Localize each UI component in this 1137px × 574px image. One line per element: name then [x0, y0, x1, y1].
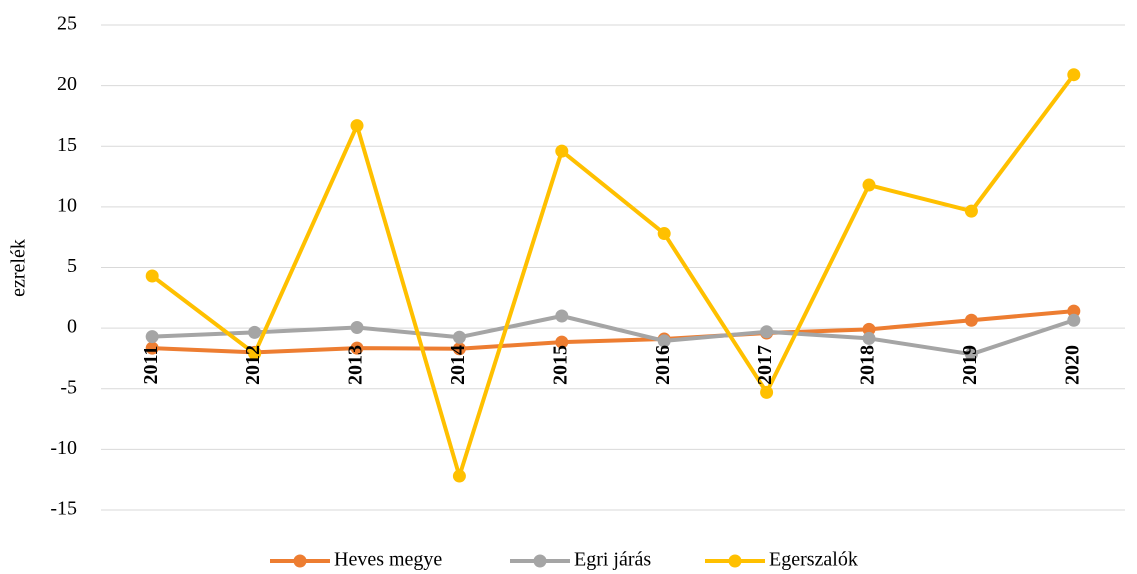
y-axis-title: ezrelék — [8, 239, 30, 297]
point — [555, 309, 569, 323]
point — [350, 341, 364, 355]
point — [862, 322, 876, 336]
point — [964, 347, 978, 361]
point — [1067, 304, 1081, 318]
point — [964, 204, 978, 218]
x-tick-label: 2013 — [345, 345, 367, 385]
x-tick-label: 2014 — [447, 345, 469, 385]
y-tick-label: -10 — [50, 437, 77, 459]
series-line — [152, 314, 1075, 357]
point — [555, 335, 569, 349]
point — [862, 331, 876, 345]
y-tick-label: 10 — [57, 194, 77, 216]
series-line — [152, 309, 1074, 355]
legend-label: Egri járás — [574, 549, 651, 571]
y-tick-label: 5 — [67, 255, 77, 277]
legend-label: Heves megye — [334, 549, 442, 571]
legend-marker — [728, 554, 742, 568]
point — [1067, 313, 1081, 327]
point — [350, 321, 364, 335]
y-tick-label: 0 — [67, 316, 77, 338]
x-tick-label: 2015 — [549, 345, 571, 385]
legend-marker — [293, 554, 307, 568]
point — [145, 341, 159, 355]
x-tick-label: 2020 — [1061, 345, 1083, 385]
x-tick-label: 2016 — [652, 345, 674, 385]
point — [760, 325, 774, 339]
point — [452, 342, 466, 356]
point — [964, 313, 978, 327]
point — [145, 330, 159, 344]
point — [760, 385, 774, 399]
point — [1067, 68, 1081, 82]
legend-marker — [533, 554, 547, 568]
x-tick-label: 2019 — [959, 345, 981, 385]
series-line — [150, 73, 1076, 479]
x-tick-label: 2011 — [140, 346, 162, 385]
point — [350, 119, 364, 133]
x-tick-label: 2017 — [754, 345, 776, 385]
point — [145, 269, 159, 283]
y-tick-label: -15 — [50, 498, 77, 520]
point — [452, 330, 466, 344]
x-tick-label: 2012 — [242, 345, 264, 385]
x-tick-label: 2018 — [857, 345, 879, 385]
point — [248, 325, 262, 339]
point — [657, 334, 671, 348]
y-tick-label: 15 — [57, 134, 77, 156]
point — [555, 144, 569, 158]
y-tick-label: -5 — [60, 376, 77, 398]
point — [657, 227, 671, 241]
point — [248, 347, 262, 361]
point — [452, 469, 466, 483]
y-tick-label: 25 — [57, 13, 77, 35]
y-tick-label: 20 — [57, 73, 77, 95]
legend-label: Egerszalók — [769, 549, 858, 571]
point — [862, 178, 876, 192]
